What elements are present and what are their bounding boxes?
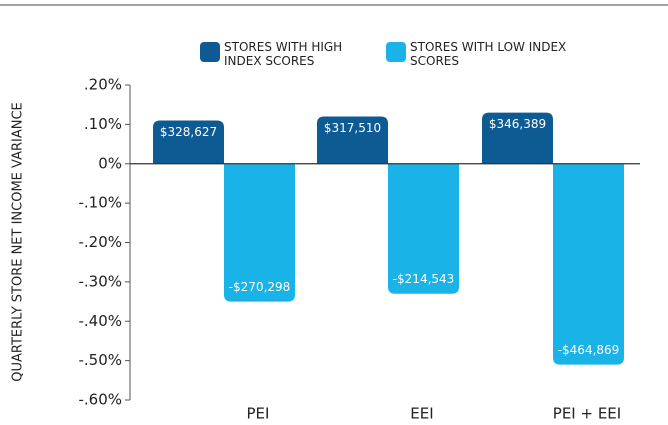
y-tick-label: 0% [98, 154, 122, 172]
bar-value-label: $346,389 [489, 117, 546, 131]
y-tick-label: .20% [84, 76, 122, 94]
bar-value-label: -$464,869 [558, 343, 620, 357]
bar [224, 163, 295, 302]
y-tick-label: -.60% [78, 391, 122, 409]
x-tick-label: PEI [247, 405, 270, 423]
bar [553, 163, 624, 365]
legend-item: STORES WITH LOW INDEX SCORES [386, 40, 590, 68]
legend-swatch [200, 42, 220, 62]
bar [388, 163, 459, 294]
x-tick-label: PEI + EEI [553, 405, 621, 423]
y-tick-label: -.30% [78, 272, 122, 290]
legend-label: STORES WITH HIGH INDEX SCORES [224, 40, 343, 68]
bar [153, 120, 224, 164]
y-tick-label: -.50% [78, 351, 122, 369]
bar-value-label: -$270,298 [229, 280, 291, 294]
bar [317, 116, 388, 164]
bar-value-label: -$214,543 [393, 272, 455, 286]
bar [482, 112, 553, 164]
bar-value-label: $328,627 [160, 125, 217, 139]
y-tick-label: -.20% [78, 233, 122, 251]
legend-item: STORES WITH HIGH INDEX SCORES [200, 40, 374, 68]
y-tick-label: .10% [84, 115, 122, 133]
legend-swatch [386, 42, 406, 62]
y-tick-label: -.10% [78, 194, 122, 212]
y-tick-label: -.40% [78, 312, 122, 330]
bar-value-label: $317,510 [324, 121, 381, 135]
legend-label: STORES WITH LOW INDEX SCORES [410, 40, 567, 68]
y-axis-title: QUARTERLY STORE NET INCOME VARIANCE [11, 102, 26, 381]
x-tick-label: EEI [410, 405, 433, 423]
